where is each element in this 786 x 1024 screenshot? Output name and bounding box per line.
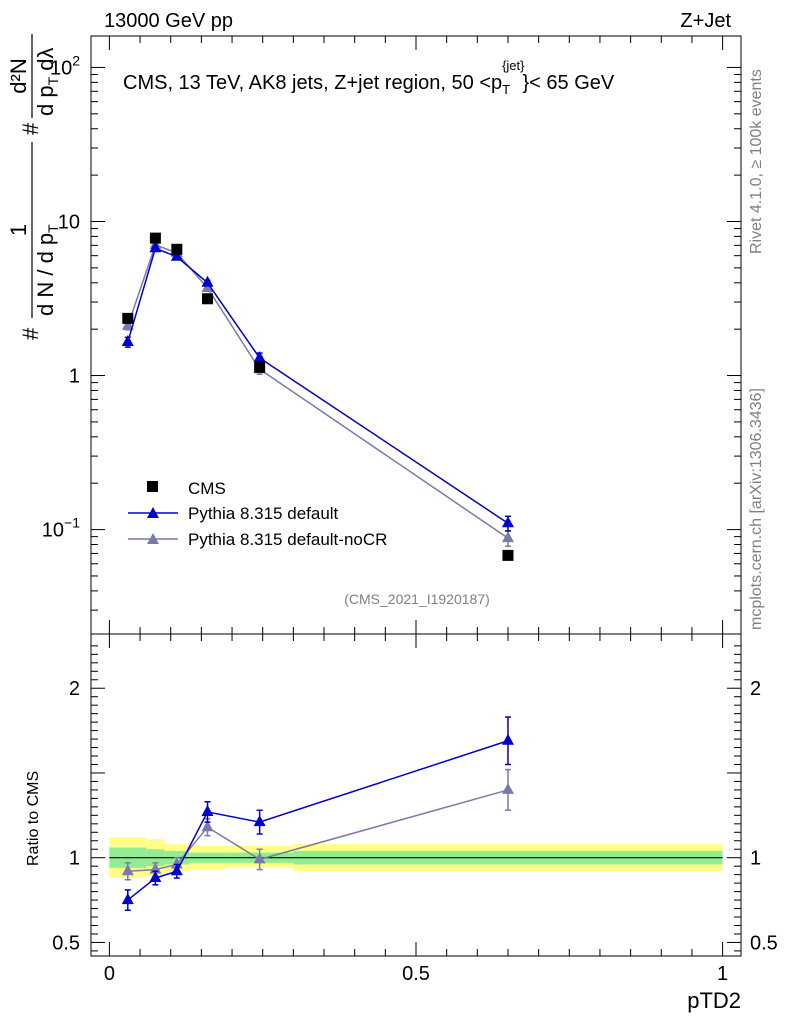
ratio-nocr-point — [501, 782, 514, 794]
x-tick-label: 0 — [104, 963, 115, 985]
ratio-frame — [90, 633, 742, 957]
ratio-default-point — [201, 804, 214, 816]
ratio-y-tick-label-right: 2 — [750, 678, 761, 700]
legend-marker-nocr — [147, 533, 159, 544]
y-tick-label: 10−1 — [42, 515, 80, 542]
ratio-default-point — [149, 871, 162, 883]
default-point — [253, 350, 266, 362]
y-tick-label: 102 — [50, 52, 80, 79]
y-label-hash-1: # — [18, 327, 43, 340]
ratio-y-tick-label-left: 2 — [69, 678, 80, 700]
y-label-hash-2: # — [18, 122, 43, 135]
y-tick-label: 10 — [58, 211, 80, 233]
ratio-panel: 0 0.5 1 0.5 0.5 1 1 2 2 Ratio to CMS pTD2 — [25, 633, 778, 1013]
ratio-default-line — [127, 740, 509, 901]
default-point — [121, 335, 134, 347]
y-tick-label-exponent: 2 — [72, 52, 80, 68]
cms-data-point — [171, 243, 183, 255]
default-point — [149, 241, 162, 253]
legend-marker-cms — [147, 481, 158, 492]
cms-data-point — [122, 312, 134, 324]
ratio-default-point — [501, 733, 514, 745]
y-tick-label: 1 — [69, 366, 80, 388]
default-point — [201, 275, 214, 287]
cms-data-point — [254, 361, 266, 373]
y-label-den: d N / d pT — [33, 224, 61, 316]
y-label-den2-tail: dλ — [33, 47, 58, 76]
legend-label-cms: CMS — [188, 479, 226, 498]
y-axis-label: # 1 d N / d pT # d²N d pT dλ — [6, 34, 61, 340]
x-tick-label: 0.5 — [402, 963, 430, 985]
ratio-default-point — [253, 815, 266, 827]
ratio-nocr-point — [201, 820, 214, 832]
y-tick-label-base: 10 — [42, 520, 64, 542]
chart-title-sup: {jet} — [502, 58, 525, 73]
ratio-nocr-point — [253, 852, 266, 864]
x-axis-label: pTD2 — [687, 988, 741, 1013]
default-point — [501, 516, 514, 528]
side-label-rivet: Rivet 4.1.0, ≥ 100k events — [748, 69, 765, 254]
y-tick-label-base: 10 — [50, 57, 72, 79]
ratio-default-point — [170, 864, 183, 876]
ratio-y-label: Ratio to CMS — [25, 771, 42, 866]
nocr-point — [501, 531, 514, 543]
analysis-watermark: (CMS_2021_I1920187) — [344, 591, 490, 607]
y-label-num: 1 — [6, 224, 31, 236]
y-label-den2-sub: T — [45, 76, 61, 85]
legend: CMS Pythia 8.315 default Pythia 8.315 de… — [128, 479, 387, 549]
legend-label-nocr: Pythia 8.315 default-noCR — [188, 530, 387, 549]
chart-title-sub: T — [502, 82, 510, 97]
y-label-num2: d²N — [6, 58, 31, 93]
ratio-nocr-point — [121, 864, 134, 876]
chart-title: CMS, 13 TeV, AK8 jets, Z+jet region, 50 … — [123, 58, 615, 97]
ratio-y-tick-label-left: 0.5 — [52, 932, 80, 954]
header-right-label: Z+Jet — [680, 10, 731, 32]
nocr-line — [127, 243, 509, 539]
header-left-label: 13000 GeV pp — [104, 10, 233, 32]
default-line — [127, 247, 509, 524]
y-label-den-sub: T — [45, 224, 61, 233]
legend-marker-default — [147, 507, 159, 518]
nocr-point — [121, 318, 134, 330]
default-point — [170, 249, 183, 261]
ratio-default-point — [121, 893, 134, 905]
cms-data-point — [149, 232, 161, 244]
legend-label-default: Pythia 8.315 default — [188, 504, 339, 523]
cms-data-point — [502, 549, 514, 561]
cms-data-point — [202, 293, 214, 305]
ratio-y-tick-label-right: 0.5 — [750, 932, 778, 954]
chart-title-suffix: }< 65 GeV — [523, 72, 615, 94]
y-tick-label-exponent: −1 — [64, 515, 80, 531]
y-label-den2-text: d p — [33, 85, 58, 116]
chart-title-prefix: CMS, 13 TeV, AK8 jets, Z+jet region, 50 … — [123, 72, 502, 94]
ratio-nocr-line — [127, 789, 509, 873]
x-tick-label: 1 — [717, 963, 728, 985]
y-label-den-text: d N / d p — [33, 233, 58, 316]
ratio-y-tick-label-left: 1 — [69, 848, 80, 870]
side-label-mcplots: mcplots.cern.ch [arXiv:1306.3436] — [748, 388, 765, 630]
y-label-den2: d pT dλ — [33, 47, 61, 116]
ratio-y-tick-label-right: 1 — [750, 848, 761, 870]
